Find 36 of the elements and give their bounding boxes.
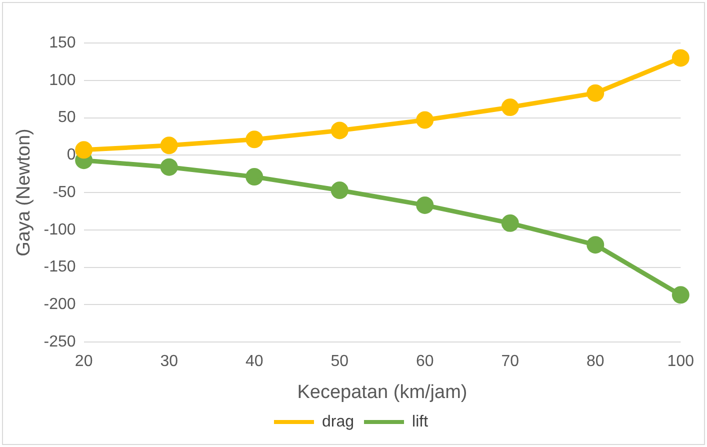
point (501, 98, 519, 116)
y-axis-title: Gaya (Newton) (14, 128, 35, 256)
point (586, 236, 604, 254)
point (160, 158, 178, 176)
x-tick-label: 100 (667, 353, 694, 370)
y-tick-label: -250 (44, 333, 76, 350)
y-tick-label: -200 (44, 296, 76, 314)
y-tick-label: -50 (52, 184, 76, 201)
y-tick-label: -150 (44, 258, 76, 276)
x-tick-label: 20 (74, 353, 93, 370)
point (501, 214, 519, 232)
y-tick-label: 50 (58, 109, 76, 126)
legend-label: lift (412, 413, 429, 430)
point (330, 122, 348, 140)
point (160, 136, 178, 154)
point (672, 286, 690, 304)
x-axis-title: Kecepatan (km/jam) (297, 382, 468, 403)
point (672, 49, 690, 67)
point (75, 141, 93, 159)
point (246, 168, 264, 186)
x-tick-label: 80 (586, 353, 604, 370)
y-tick-label: 100 (49, 72, 76, 89)
point (330, 182, 348, 200)
y-tick-label: -100 (44, 221, 76, 238)
x-tick-label: 60 (416, 353, 434, 370)
point (246, 130, 264, 148)
y-tick-label: 150 (49, 34, 76, 52)
x-tick-label: 30 (160, 353, 178, 370)
x-tick-label: 50 (330, 353, 349, 370)
point (416, 111, 434, 129)
y-tick-label: 0 (66, 146, 76, 164)
point (416, 196, 434, 214)
x-tick-label: 40 (245, 353, 264, 370)
legend-label: drag (322, 413, 354, 430)
point (586, 84, 604, 102)
x-tick-label: 70 (501, 353, 520, 370)
